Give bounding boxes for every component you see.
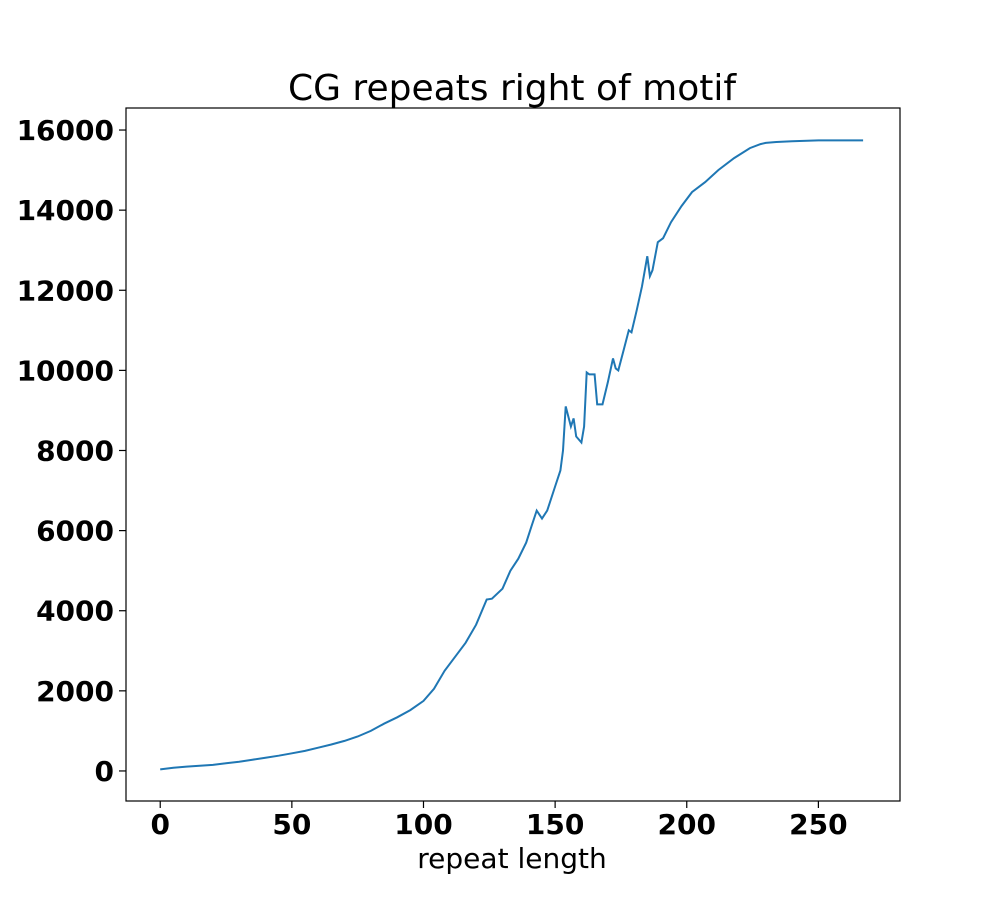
y-tick-label: 16000 xyxy=(17,114,114,147)
plot-area-frame xyxy=(125,107,901,802)
x-axis: 0 50 100 150 200 250 xyxy=(150,801,848,841)
x-tick-label: 100 xyxy=(394,808,452,841)
chart-title: CG repeats right of motif xyxy=(288,68,737,109)
x-axis-label: repeat length xyxy=(417,842,606,875)
y-tick-label: 14000 xyxy=(17,194,114,227)
y-tick-label: 0 xyxy=(95,755,114,788)
y-tick-label: 6000 xyxy=(36,515,114,548)
y-tick-label: 10000 xyxy=(17,354,114,387)
x-tick-label: 0 xyxy=(150,808,169,841)
y-tick-label: 12000 xyxy=(17,274,114,307)
x-tick-label: 50 xyxy=(272,808,311,841)
x-tick-label: 150 xyxy=(526,808,584,841)
x-tick-label: 250 xyxy=(789,808,847,841)
y-axis: 0 2000 4000 6000 8000 10000 12000 14000 16000 xyxy=(17,114,126,788)
y-tick-label: 4000 xyxy=(36,595,114,628)
x-tick-label: 200 xyxy=(658,808,716,841)
y-tick-label: 2000 xyxy=(36,675,114,708)
y-tick-label: 8000 xyxy=(36,434,114,467)
series-line xyxy=(160,139,864,771)
